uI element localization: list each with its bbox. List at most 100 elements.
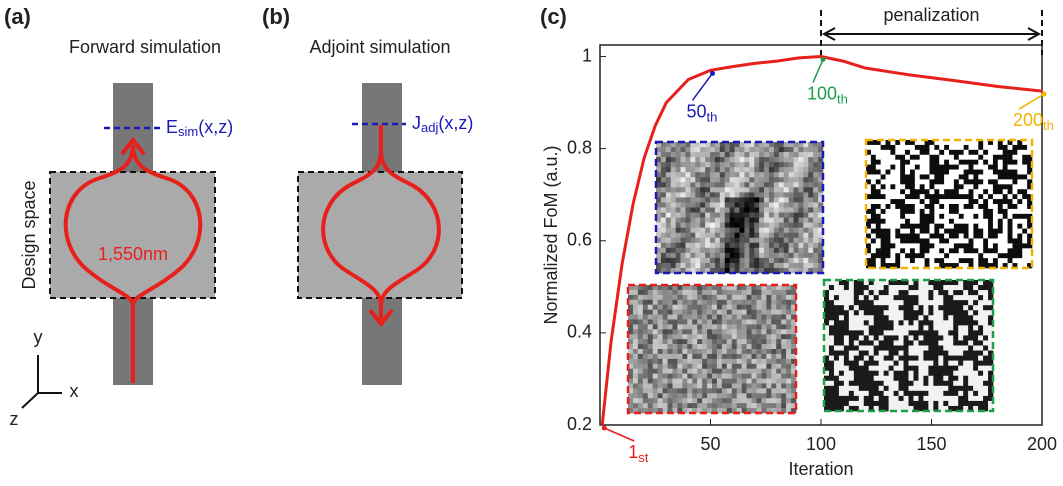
inset-pixel bbox=[910, 204, 915, 209]
inset-pixel bbox=[910, 214, 915, 219]
inset-pixel bbox=[834, 315, 839, 320]
inset-pixel bbox=[959, 229, 964, 234]
inset-pixel bbox=[918, 325, 923, 330]
inset-pixel bbox=[697, 315, 702, 320]
inset-pixel bbox=[881, 155, 886, 160]
inset-pixel bbox=[653, 319, 658, 324]
inset-pixel bbox=[633, 388, 638, 393]
inset-pixel bbox=[918, 406, 923, 411]
inset-pixel bbox=[864, 300, 869, 305]
inset-pixel bbox=[707, 329, 712, 334]
inset-pixel bbox=[672, 374, 677, 379]
inset-pixel bbox=[913, 320, 918, 325]
inset-pixel bbox=[1012, 204, 1017, 209]
inset-pixel bbox=[983, 170, 988, 175]
inset-pixel bbox=[1017, 253, 1022, 258]
inset-pixel bbox=[730, 192, 735, 197]
inset-pixel bbox=[633, 349, 638, 354]
inset-pixel bbox=[710, 223, 715, 228]
inset-pixel bbox=[685, 218, 690, 223]
inset-pixel bbox=[671, 182, 676, 187]
inset-pixel bbox=[690, 182, 695, 187]
inset-pixel bbox=[988, 258, 993, 263]
inset-pixel bbox=[671, 162, 676, 167]
inset-pixel bbox=[925, 253, 930, 258]
inset-pixel bbox=[969, 229, 974, 234]
inset-pixel bbox=[869, 381, 874, 386]
inset-pixel bbox=[633, 315, 638, 320]
inset-pixel bbox=[874, 346, 879, 351]
inset-pixel bbox=[939, 258, 944, 263]
inset-pixel bbox=[844, 381, 849, 386]
inset-pixel bbox=[844, 285, 849, 290]
inset-pixel bbox=[894, 340, 899, 345]
inset-pixel bbox=[808, 233, 813, 238]
inset-pixel bbox=[786, 383, 791, 388]
inset-pixel bbox=[1003, 145, 1008, 150]
inset-pixel bbox=[959, 204, 964, 209]
inset-pixel bbox=[769, 233, 774, 238]
inset-pixel bbox=[973, 160, 978, 165]
inset-pixel bbox=[993, 160, 998, 165]
inset-pixel bbox=[720, 218, 725, 223]
inset-pixel bbox=[829, 310, 834, 315]
inset-pixel bbox=[934, 229, 939, 234]
inset-pixel bbox=[658, 305, 663, 310]
inset-pixel bbox=[876, 189, 881, 194]
inset-pixel bbox=[737, 324, 742, 329]
inset-pixel bbox=[681, 248, 686, 253]
inset-pixel bbox=[754, 253, 759, 258]
inset-pixel bbox=[702, 359, 707, 364]
inset-pixel bbox=[983, 224, 988, 229]
inset-pixel bbox=[697, 300, 702, 305]
inset-pixel bbox=[774, 187, 779, 192]
inset-pixel bbox=[871, 248, 876, 253]
inset-pixel bbox=[702, 379, 707, 384]
inset-pixel bbox=[692, 305, 697, 310]
inset-pixel bbox=[915, 204, 920, 209]
inset-pixel bbox=[894, 381, 899, 386]
inset-pixel bbox=[661, 147, 666, 152]
inset-pixel bbox=[895, 174, 900, 179]
inset-pixel bbox=[707, 354, 712, 359]
inset-pixel bbox=[890, 204, 895, 209]
inset-pixel bbox=[685, 167, 690, 172]
inset-pixel bbox=[672, 369, 677, 374]
inset-pixel bbox=[633, 374, 638, 379]
inset-pixel bbox=[789, 192, 794, 197]
inset-pixel bbox=[899, 401, 904, 406]
inset-pixel bbox=[889, 315, 894, 320]
inset-pixel bbox=[879, 310, 884, 315]
inset-pixel bbox=[904, 325, 909, 330]
inset-pixel bbox=[948, 376, 953, 381]
inset-pixel bbox=[983, 214, 988, 219]
inset-pixel bbox=[958, 310, 963, 315]
inset-pixel bbox=[727, 398, 732, 403]
inset-pixel bbox=[890, 224, 895, 229]
inset-pixel bbox=[928, 305, 933, 310]
inset-pixel bbox=[988, 189, 993, 194]
inset-pixel bbox=[692, 388, 697, 393]
inset-pixel bbox=[983, 381, 988, 386]
inset-pixel bbox=[771, 315, 776, 320]
inset-pixel bbox=[939, 184, 944, 189]
inset-pixel bbox=[973, 253, 978, 258]
inset-pixel bbox=[687, 324, 692, 329]
inset-pixel bbox=[687, 310, 692, 315]
inset-pixel bbox=[993, 219, 998, 224]
inset-pixel bbox=[754, 147, 759, 152]
inset-pixel bbox=[712, 344, 717, 349]
inset-pixel bbox=[959, 189, 964, 194]
inset-pixel bbox=[993, 209, 998, 214]
inset-pixel bbox=[1022, 224, 1027, 229]
inset-pixel bbox=[682, 339, 687, 344]
inset-pixel bbox=[884, 366, 889, 371]
inset-pixel bbox=[776, 369, 781, 374]
inset-pixel bbox=[774, 162, 779, 167]
inset-pixel bbox=[671, 177, 676, 182]
inset-pixel bbox=[900, 150, 905, 155]
inset-pixel bbox=[740, 202, 745, 207]
inset-pixel bbox=[944, 238, 949, 243]
inset-pixel bbox=[789, 177, 794, 182]
inset-pixel bbox=[874, 290, 879, 295]
